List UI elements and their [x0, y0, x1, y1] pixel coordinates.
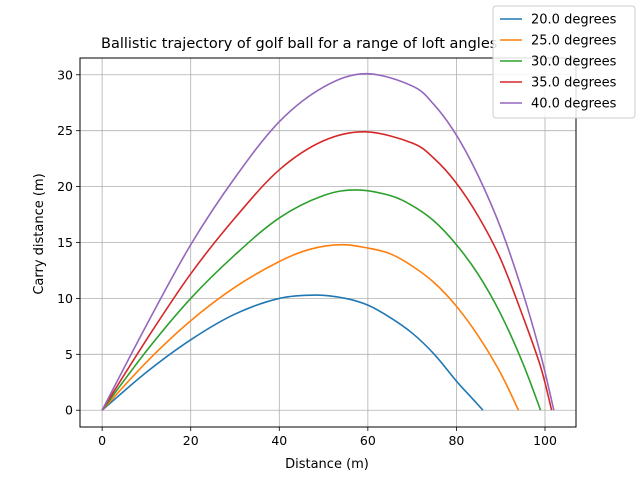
x-tick-label: 20 — [183, 433, 199, 448]
x-tick-label: 0 — [98, 433, 106, 448]
series-line-2 — [101, 243, 520, 411]
y-tick-label: 10 — [57, 291, 73, 306]
y-tick-label: 15 — [57, 235, 73, 250]
series-line-1 — [101, 294, 484, 411]
series-line-3 — [101, 189, 542, 411]
legend-label: 40.0 degrees — [531, 97, 617, 112]
series-line-4 — [101, 130, 553, 411]
legend-box — [492, 5, 636, 119]
x-axis-label: Distance (m) — [285, 457, 369, 472]
x-tick-label: 100 — [533, 433, 557, 448]
y-tick-label: 20 — [57, 179, 73, 194]
x-tick-label: 60 — [360, 433, 376, 448]
series-line-5 — [101, 72, 555, 411]
tick-marks: 0 20 40 60 80 100 0 5 10 15 20 25 30 — [57, 67, 557, 448]
series-lines — [101, 72, 555, 411]
legend-label: 25.0 degrees — [531, 34, 617, 49]
legend-label: 35.0 degrees — [531, 76, 617, 91]
y-tick-label: 0 — [65, 403, 73, 418]
chart-title: Ballistic trajectory of golf ball for a … — [101, 36, 497, 52]
y-tick-label: 25 — [57, 123, 73, 138]
y-tick-label: 5 — [65, 347, 73, 362]
x-tick-label: 80 — [448, 433, 464, 448]
x-tick-label: 40 — [271, 433, 287, 448]
legend-label: 30.0 degrees — [531, 55, 617, 70]
legend-label: 20.0 degrees — [531, 13, 617, 28]
y-axis-label: Carry distance (m) — [32, 173, 47, 294]
legend: 20.0 degrees 25.0 degrees 30.0 degrees 35.0… — [492, 5, 636, 119]
y-tick-label: 30 — [57, 67, 73, 82]
